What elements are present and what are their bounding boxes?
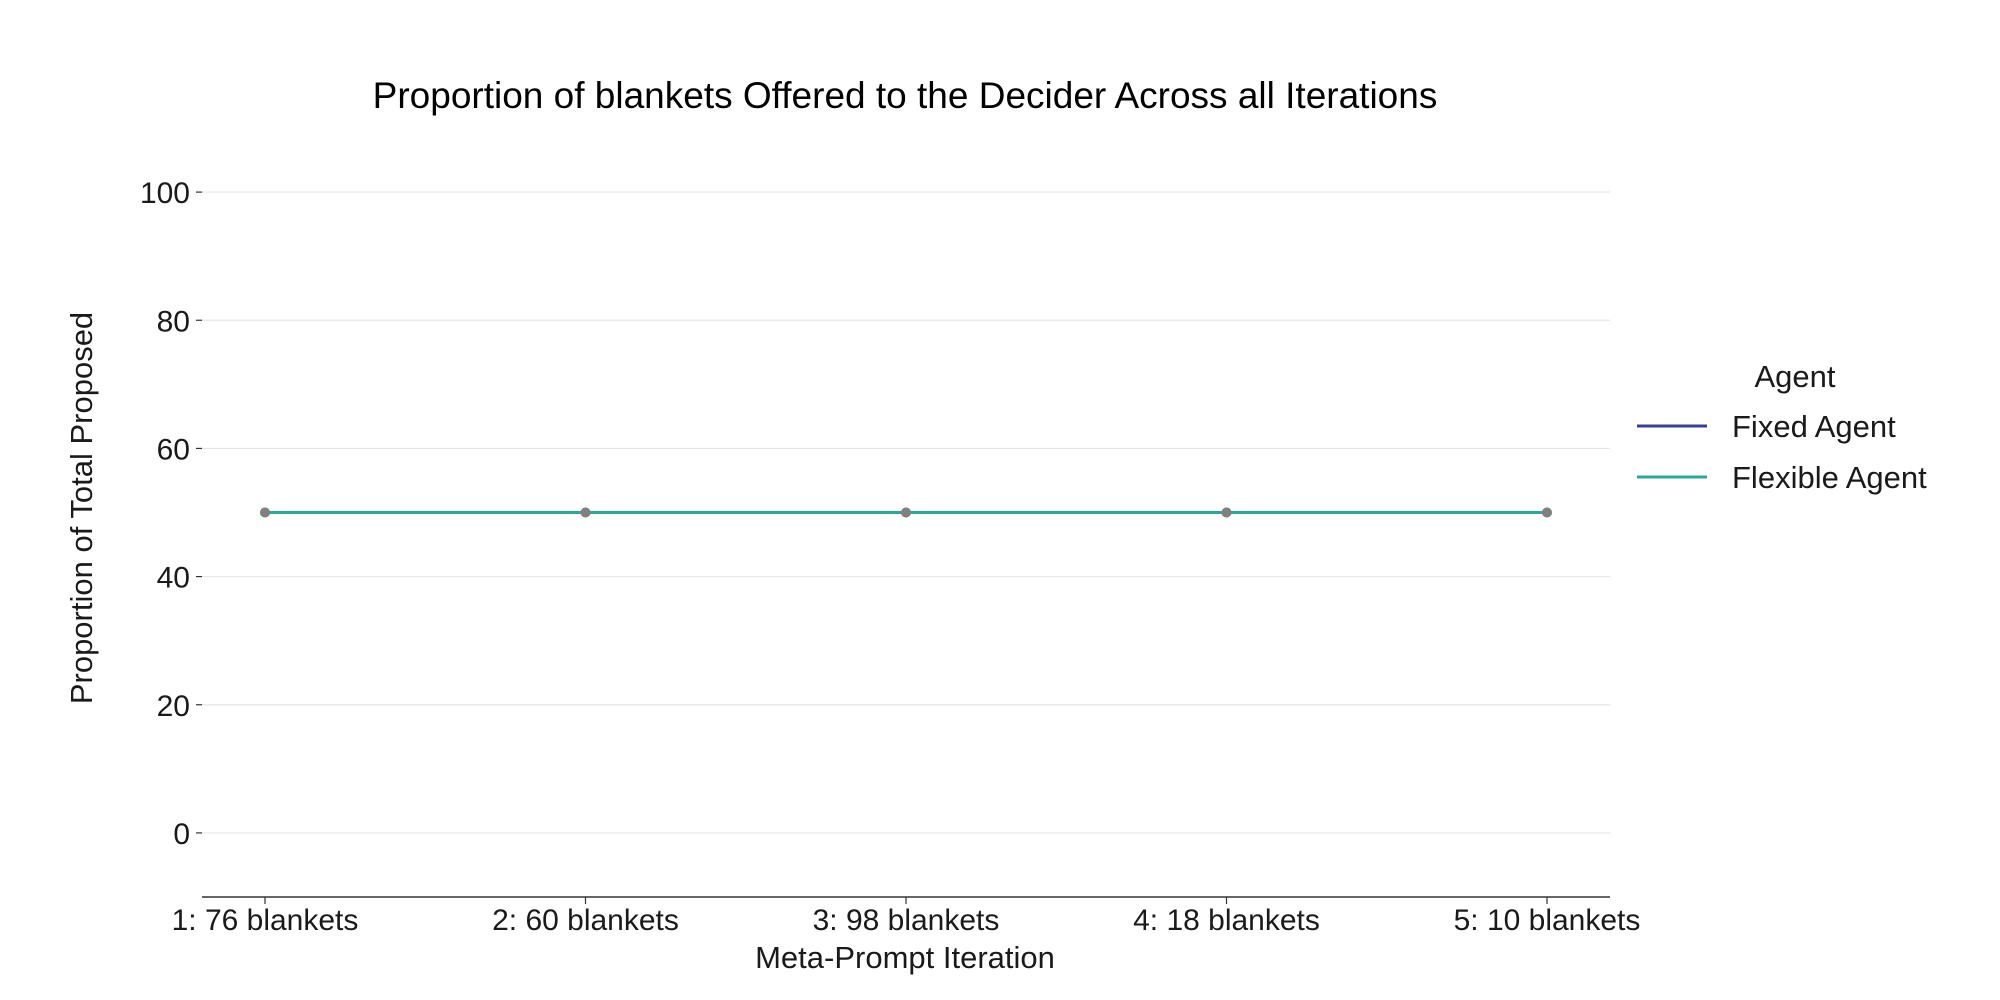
y-tick-label: 0 (173, 818, 190, 851)
data-point (1221, 507, 1232, 518)
legend-label: Fixed Agent (1732, 409, 1896, 444)
y-tick-label: 40 (157, 562, 190, 595)
x-tick-label: 4: 18 blankets (1133, 904, 1320, 937)
x-tick-label: 5: 10 blankets (1454, 904, 1641, 937)
data-point (580, 507, 591, 518)
x-tick-label: 3: 98 blankets (813, 904, 1000, 937)
data-point (901, 507, 911, 518)
legend-title: Agent (1754, 359, 1835, 394)
x-tick-label: 1: 76 blankets (172, 904, 359, 937)
x-tick-label: 2: 60 blankets (492, 904, 679, 937)
data-point (1542, 507, 1552, 518)
y-tick-label: 80 (157, 305, 190, 338)
x-axis: 1: 76 blankets 2: 60 blankets 3: 98 blanke… (172, 896, 1641, 937)
y-axis: 0 20 40 60 80 100 (140, 177, 202, 851)
grid-lines (202, 191, 1610, 834)
y-tick-label: 20 (157, 690, 190, 723)
data-point (260, 507, 270, 518)
data-points (260, 507, 1552, 518)
chart-title: Proportion of blankets Offered to the De… (373, 75, 1438, 116)
y-tick-label: 100 (140, 177, 190, 210)
x-axis-label: Meta-Prompt Iteration (755, 940, 1055, 975)
legend-label: Flexible Agent (1732, 460, 1927, 495)
y-axis-label: Proportion of Total Proposed (64, 312, 99, 704)
legend: Agent Fixed Agent Flexible Agent (1637, 359, 1927, 495)
y-tick-label: 60 (157, 433, 190, 466)
